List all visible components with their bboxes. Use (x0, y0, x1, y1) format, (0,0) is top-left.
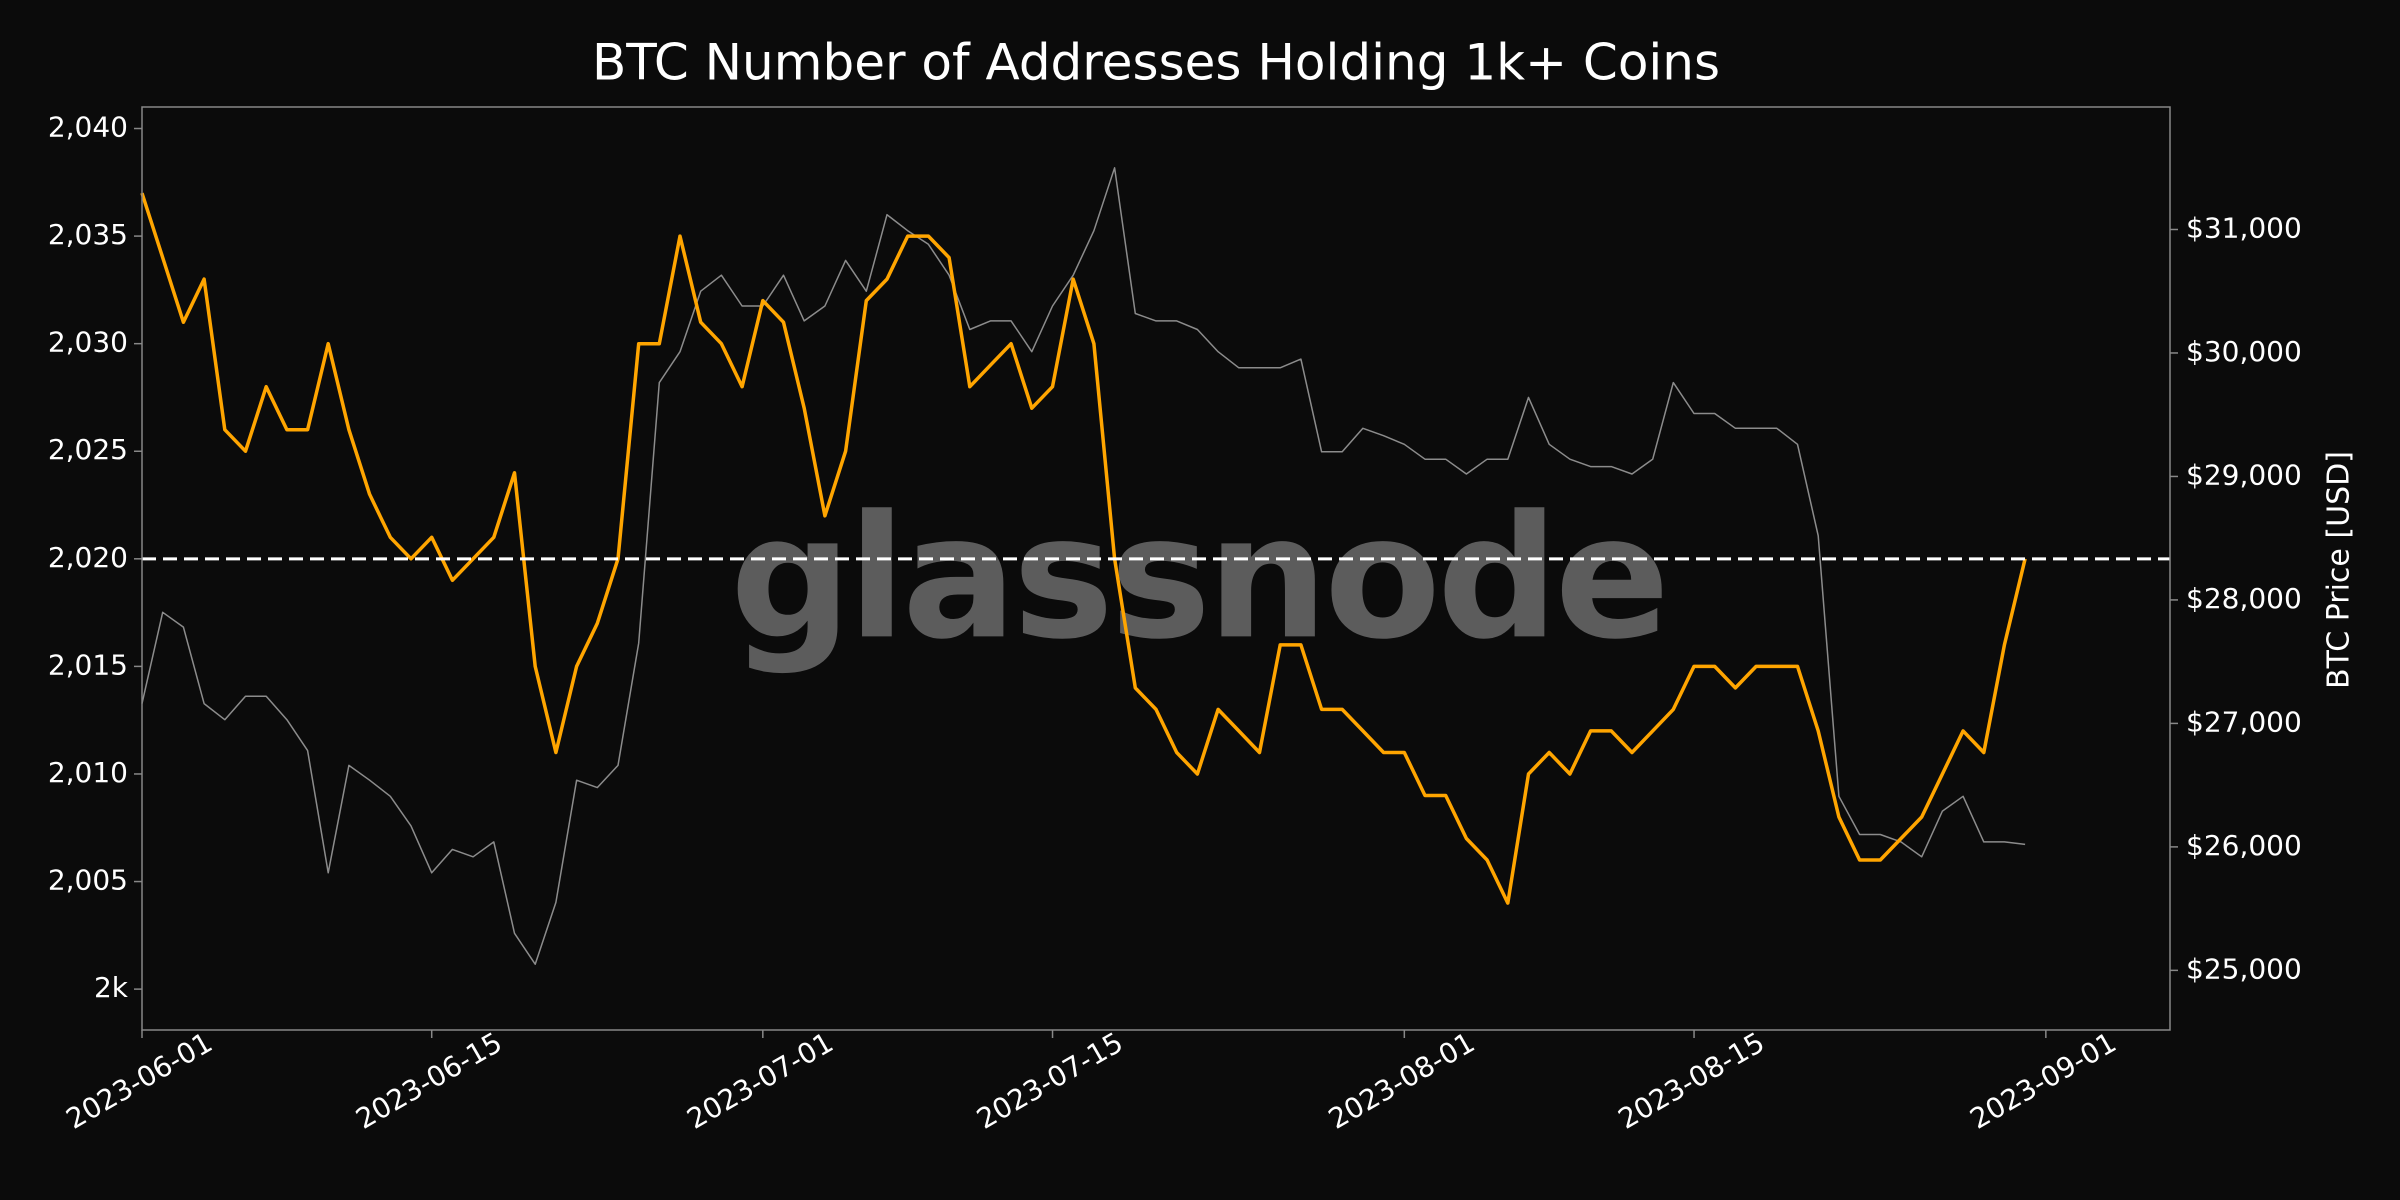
watermark: glassnode (730, 479, 1666, 677)
y2-tick-label: $28,000 (2186, 582, 2302, 615)
y2-tick-label: $25,000 (2186, 952, 2302, 985)
y-tick-label: 2k (94, 971, 129, 1004)
y-tick-label: 2,035 (48, 218, 128, 251)
y2-tick-label: $30,000 (2186, 335, 2302, 368)
y2-tick-label: $29,000 (2186, 458, 2302, 491)
y-tick-label: 2,030 (48, 326, 128, 359)
y-tick-label: 2,010 (48, 756, 128, 789)
plot-frame (141, 106, 2171, 1031)
series-line (141, 167, 2026, 965)
y-tick-label: 2,015 (48, 648, 128, 681)
chart-title: BTC Number of Addresses Holding 1k+ Coin… (592, 34, 1720, 92)
y-tick-label: 2,020 (48, 541, 128, 574)
y2-axis-label: BTC Price [USD] (2322, 451, 2357, 689)
y2-tick-label: $27,000 (2186, 705, 2302, 738)
y-tick-label: 2,040 (48, 111, 128, 144)
y2-tick-label: $31,000 (2186, 211, 2302, 244)
y-tick-label: 2,005 (48, 864, 128, 897)
series-line (140, 192, 2027, 905)
y-tick-label: 2,025 (48, 433, 128, 466)
y2-tick-label: $26,000 (2186, 829, 2302, 862)
